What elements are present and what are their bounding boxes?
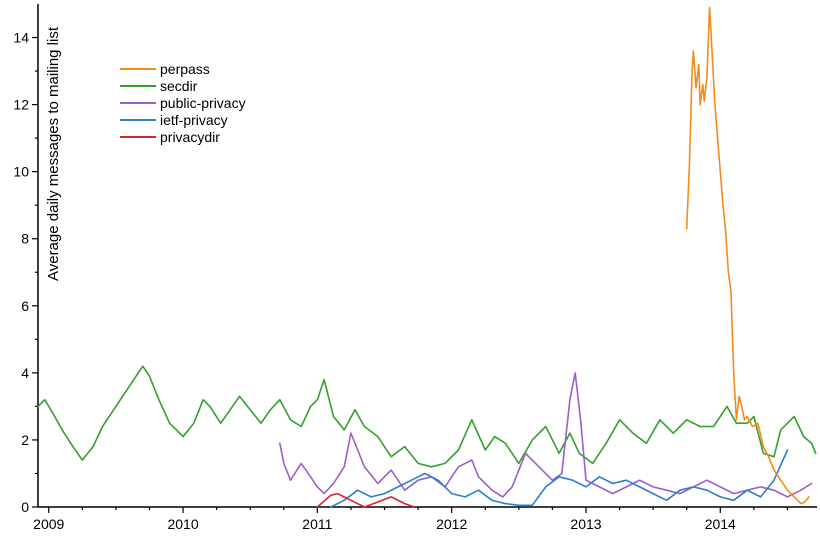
series-line-privacydir	[316, 492, 415, 508]
y-axis-title: Average daily messages to mailing list	[45, 26, 62, 281]
y-tick-label: 0	[21, 499, 29, 515]
legend: perpasssecdirpublic-privacyietf-privacyp…	[120, 61, 246, 145]
legend-label-ietf-privacy: ietf-privacy	[160, 112, 228, 128]
y-tick-label: 8	[21, 231, 29, 247]
legend-label-perpass: perpass	[160, 61, 210, 77]
x-tick-label: 2012	[436, 516, 467, 532]
axes	[37, 4, 817, 508]
legend-label-secdir: secdir	[160, 78, 198, 94]
series-line-public-privacy	[278, 372, 813, 498]
y-ticks: 0 2 4 6 8 10 12 14	[13, 30, 38, 515]
x-tick-label: 2013	[570, 516, 601, 532]
y-tick-label: 6	[21, 298, 29, 314]
y-tick-label: 12	[13, 97, 29, 113]
x-tick-label: 2014	[705, 516, 736, 532]
legend-label-privacydir: privacydir	[160, 129, 220, 145]
x-tick-label: 2010	[167, 516, 198, 532]
y-tick-label: 4	[21, 365, 29, 381]
y-tick-label: 2	[21, 432, 29, 448]
y-tick-label: 10	[13, 164, 29, 180]
series-line-ietf-privacy	[329, 449, 789, 508]
x-tick-label: 2011	[302, 516, 332, 532]
x-tick-label: 2009	[33, 516, 64, 532]
series-line-perpass	[685, 6, 810, 505]
legend-label-public-privacy: public-privacy	[160, 95, 246, 111]
x-ticks: 2009 2010 2011 2012 2013 2014	[33, 507, 789, 532]
series-line-secdir	[37, 365, 817, 468]
series-layer	[37, 6, 817, 508]
y-tick-label: 14	[13, 30, 29, 46]
